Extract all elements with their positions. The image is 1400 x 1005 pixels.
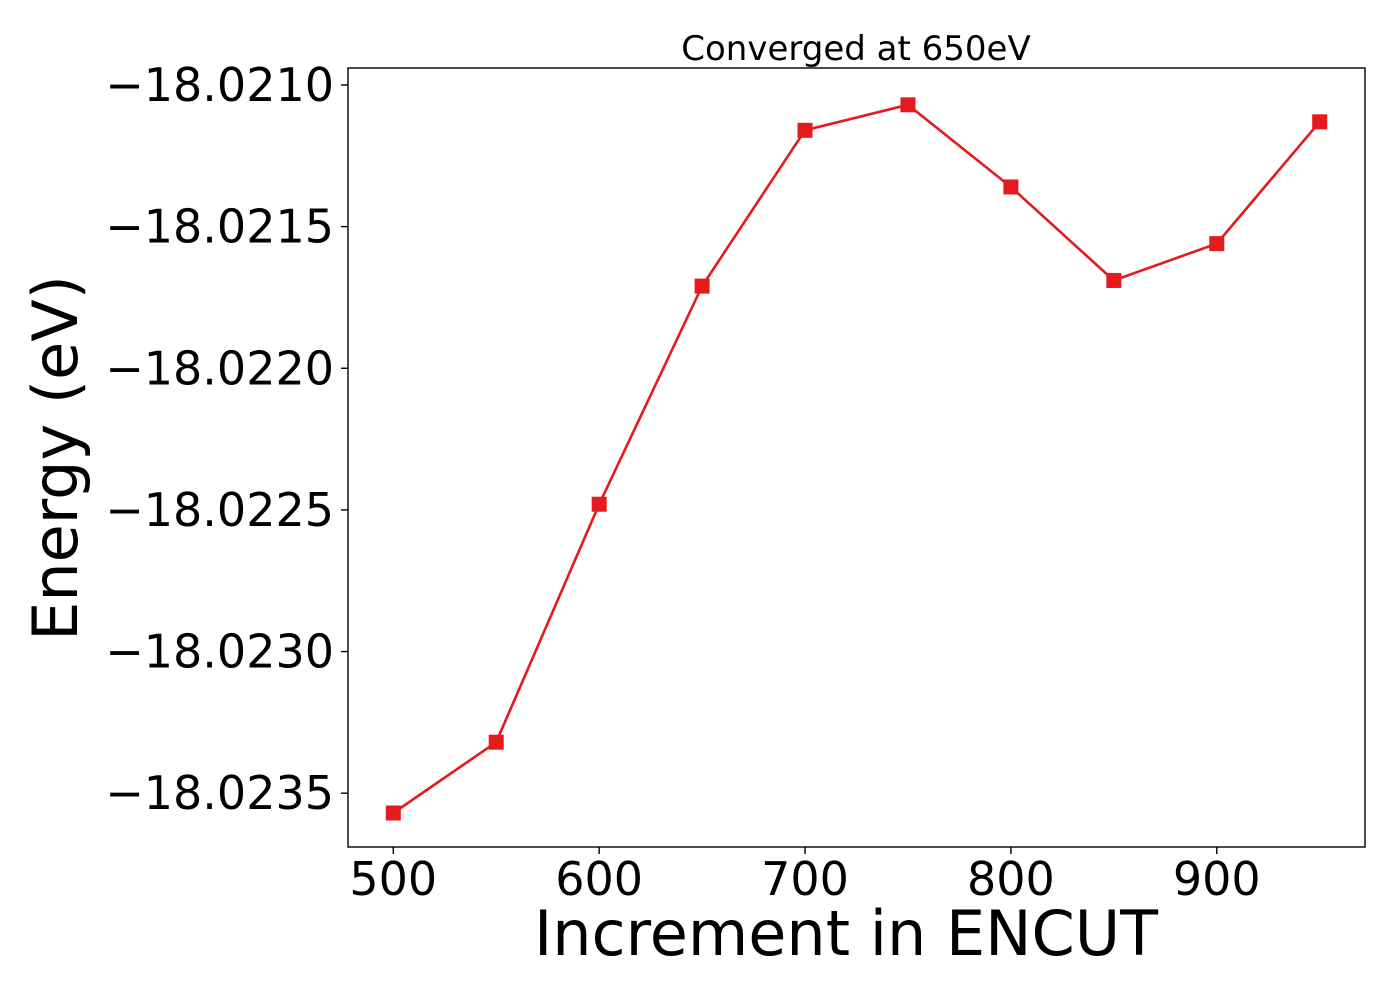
data-point-marker: [385, 805, 401, 821]
x-tick-label: 700: [761, 852, 849, 906]
x-axis-label: Increment in ENCUT: [534, 897, 1159, 970]
data-point-marker: [694, 278, 710, 294]
series-line: [392, 103, 1321, 815]
y-tick-label: −18.0220: [105, 341, 334, 395]
x-axis-ticks: 500 600 700 800 900: [349, 847, 1261, 906]
data-point-marker: [797, 122, 813, 138]
y-tick-label: −18.0210: [105, 58, 334, 112]
data-point-marker: [1003, 179, 1019, 195]
y-tick-label: −18.0215: [105, 200, 334, 254]
data-point-marker: [900, 97, 916, 113]
energy-series: [385, 97, 1328, 821]
chart-title: Converged at 650eV: [681, 29, 1030, 69]
data-point-marker: [1106, 272, 1122, 288]
x-tick-label: 500: [349, 852, 437, 906]
y-tick-label: −18.0230: [105, 625, 334, 679]
data-point-marker: [488, 734, 504, 750]
data-point-marker: [1209, 236, 1225, 252]
x-tick-label: 800: [967, 852, 1055, 906]
plot-area-frame: [347, 67, 1366, 848]
y-axis-ticks: −18.0235 −18.0230 −18.0225 −18.0220 −18.0215…: [105, 58, 348, 820]
y-tick-label: −18.0235: [105, 766, 334, 820]
data-point-marker: [1312, 114, 1328, 130]
y-tick-label: −18.0225: [105, 483, 334, 537]
y-axis-label: Energy (eV): [19, 275, 92, 641]
x-tick-label: 900: [1173, 852, 1261, 906]
data-point-marker: [591, 496, 607, 512]
x-tick-label: 600: [555, 852, 643, 906]
